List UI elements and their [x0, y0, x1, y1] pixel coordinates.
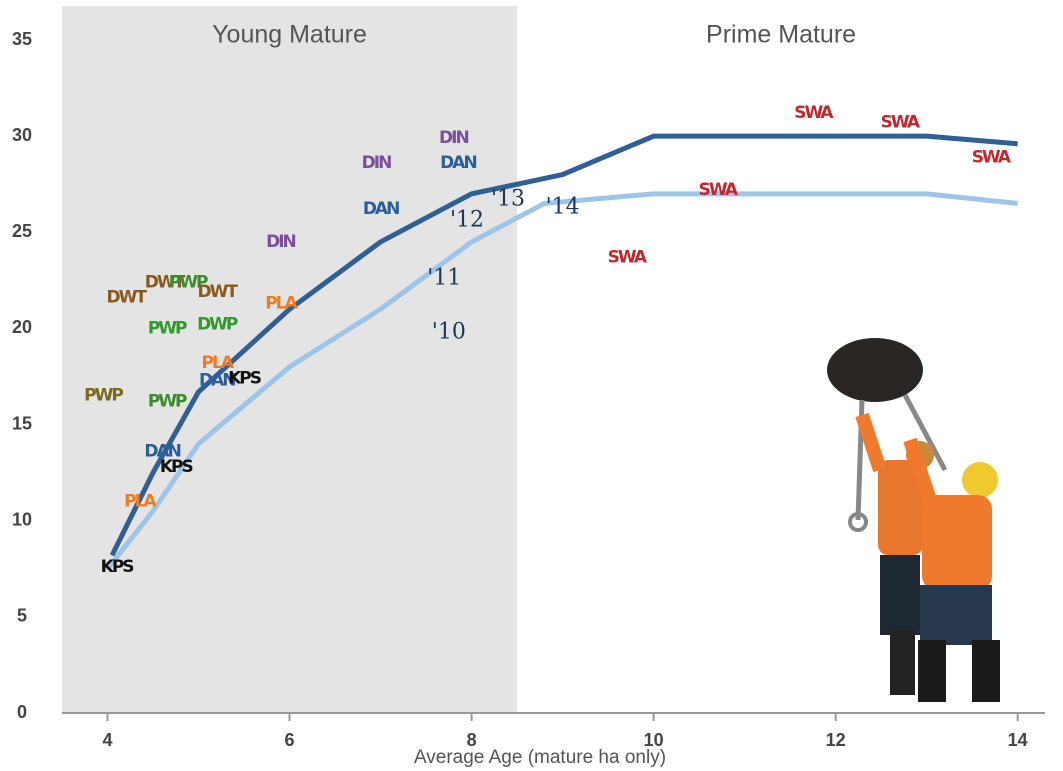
point-label: KPS — [160, 457, 193, 477]
point-label: PWP — [148, 391, 187, 411]
x-tick-label: 8 — [467, 730, 477, 750]
point-label: DAN — [440, 153, 476, 173]
point-label: KPS — [101, 557, 134, 577]
point-label: SWA — [881, 113, 921, 133]
point-label: SWA — [794, 103, 834, 123]
point-label: PWP — [148, 318, 187, 338]
point-label: DIN — [362, 153, 391, 173]
point-label: DWT — [197, 282, 238, 302]
point-label: PWP — [84, 386, 123, 406]
annotation: '10 — [432, 319, 466, 344]
region-label: Young Mature — [212, 21, 367, 49]
chart: Young Mature Prime Mature Average Age (ma… — [0, 0, 1063, 771]
point-label: PLA — [265, 293, 298, 313]
point-label: DIN — [439, 128, 468, 148]
annotation: '12 — [450, 208, 484, 233]
point-label: KPS — [228, 368, 261, 388]
annotation: '13 — [491, 187, 525, 212]
y-tick-label: 35 — [12, 29, 32, 49]
annotation: '11 — [427, 265, 461, 290]
y-tick-label: 20 — [12, 317, 32, 337]
x-tick-label: 14 — [1008, 730, 1028, 750]
x-tick-label: 10 — [644, 730, 664, 750]
x-axis-label: Average Age (mature ha only) — [414, 747, 666, 768]
point-label: PLA — [124, 491, 157, 511]
y-tick-label: 0 — [17, 702, 27, 722]
point-label: SWA — [699, 180, 739, 200]
x-tick-label: 6 — [285, 730, 295, 750]
point-label: DWP — [197, 315, 238, 335]
y-tick-label: 5 — [17, 606, 27, 626]
y-tick-label: 30 — [12, 125, 32, 145]
y-tick-label: 10 — [12, 509, 32, 529]
x-tick-label: 4 — [103, 730, 113, 750]
region-label: Prime Mature — [706, 21, 856, 49]
x-tick-label: 12 — [826, 730, 846, 750]
point-label: DAN — [363, 199, 399, 219]
y-tick-label: 25 — [12, 221, 32, 241]
annotation: '14 — [546, 194, 580, 219]
y-tick-label: 15 — [12, 413, 32, 433]
point-label: SWA — [608, 247, 648, 267]
point-label: SWA — [972, 147, 1012, 167]
point-label: DIN — [266, 232, 295, 252]
region — [62, 6, 517, 713]
point-label: DWT — [106, 288, 147, 308]
